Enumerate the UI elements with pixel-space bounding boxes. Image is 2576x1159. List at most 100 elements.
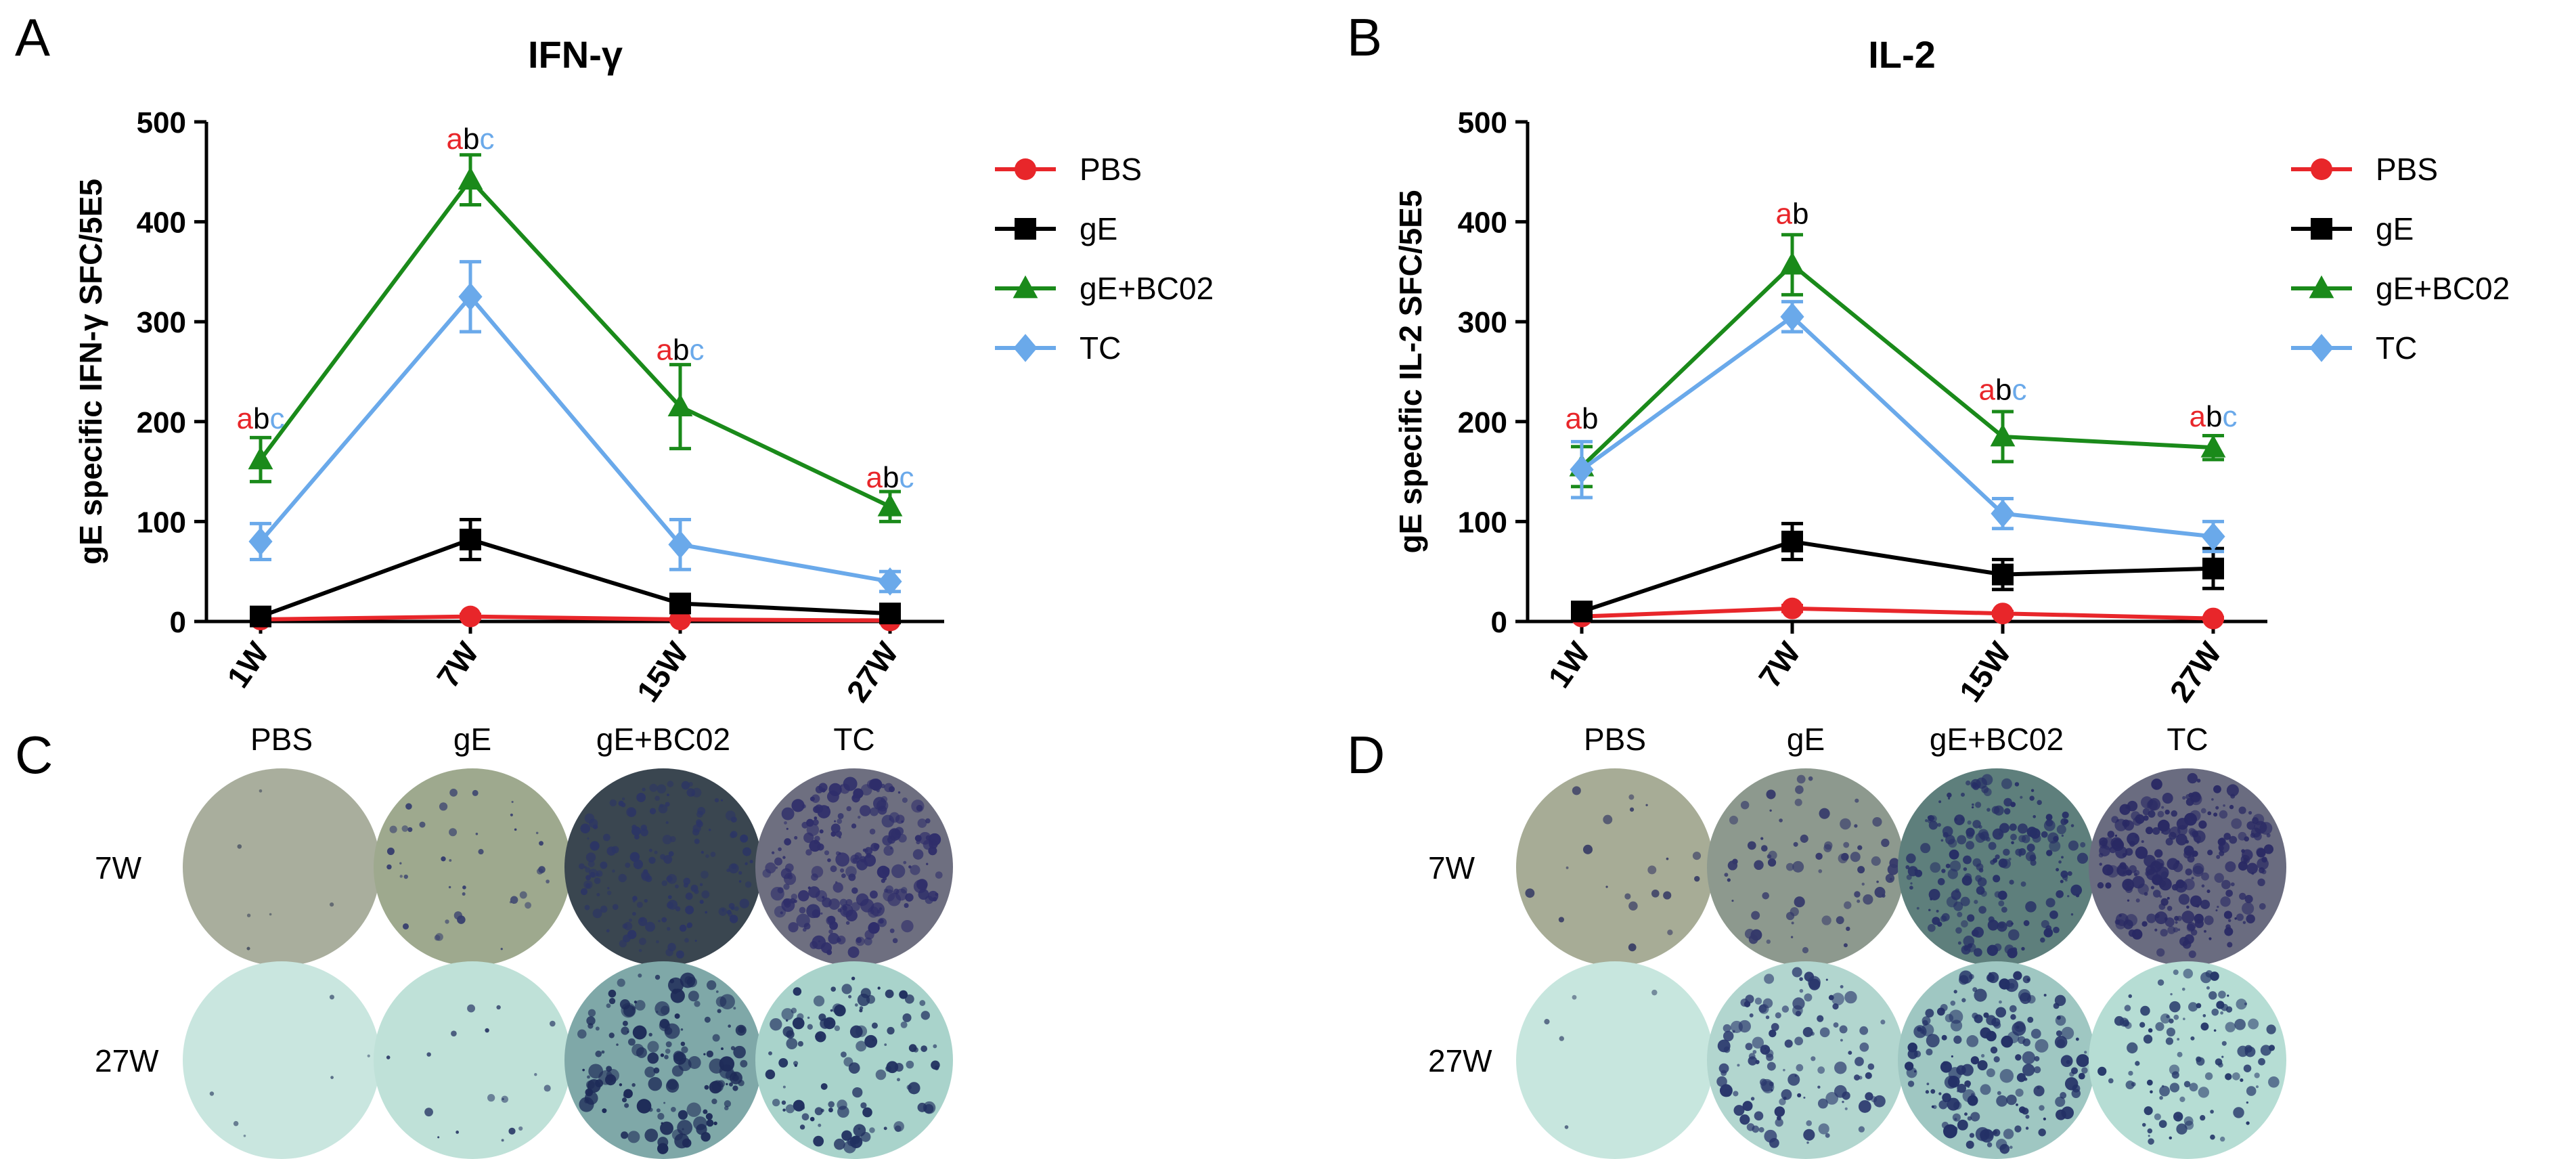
spot bbox=[717, 1009, 721, 1013]
spot bbox=[2148, 1028, 2153, 1033]
spot bbox=[2198, 1087, 2210, 1098]
spot bbox=[2176, 1123, 2188, 1135]
spot bbox=[1974, 988, 1987, 1002]
spot bbox=[619, 940, 627, 948]
spot bbox=[2257, 878, 2265, 887]
spot bbox=[2186, 923, 2195, 932]
spot bbox=[829, 1020, 833, 1024]
series-line bbox=[259, 537, 891, 619]
well-spots bbox=[1525, 786, 1702, 952]
legend-marker bbox=[1013, 275, 1038, 299]
spot bbox=[1779, 1098, 1786, 1106]
spot bbox=[2181, 911, 2195, 923]
spot bbox=[627, 930, 637, 940]
spot bbox=[667, 942, 676, 952]
legend-marker bbox=[1013, 334, 1038, 362]
significance-letter-c: c bbox=[269, 402, 284, 435]
spot bbox=[2248, 811, 2252, 815]
spot bbox=[783, 883, 790, 890]
spot bbox=[884, 783, 893, 793]
spot bbox=[904, 994, 914, 1004]
spot bbox=[579, 863, 585, 870]
spot bbox=[883, 876, 887, 881]
spot bbox=[2056, 825, 2066, 835]
spot bbox=[2220, 896, 2231, 907]
spot bbox=[2196, 1057, 2205, 1066]
spot bbox=[2185, 839, 2190, 844]
spot bbox=[1990, 1046, 1998, 1054]
spot bbox=[914, 835, 922, 842]
spot bbox=[2155, 1022, 2164, 1031]
spot bbox=[1802, 946, 1809, 954]
spot bbox=[1751, 911, 1760, 920]
spot bbox=[699, 900, 704, 904]
spot bbox=[2221, 1055, 2224, 1058]
spot bbox=[1818, 869, 1823, 873]
spot bbox=[1928, 889, 1940, 900]
spot bbox=[908, 1044, 917, 1053]
spot bbox=[2169, 1018, 2174, 1024]
spot bbox=[1803, 1096, 1806, 1099]
spot bbox=[1861, 882, 1865, 886]
spot bbox=[2003, 808, 2011, 815]
spot bbox=[2145, 827, 2154, 835]
spot bbox=[860, 805, 871, 816]
spot bbox=[1525, 888, 1535, 898]
spot bbox=[712, 1034, 720, 1042]
spot bbox=[820, 1108, 824, 1112]
spot bbox=[2196, 840, 2200, 844]
spot bbox=[665, 821, 669, 825]
spot bbox=[812, 819, 819, 826]
spot bbox=[462, 885, 466, 890]
spot bbox=[919, 1000, 926, 1006]
spot bbox=[1838, 853, 1848, 864]
spot bbox=[666, 927, 671, 931]
spot bbox=[1818, 1123, 1829, 1135]
spot bbox=[2124, 1005, 2131, 1011]
data-point bbox=[2200, 434, 2226, 458]
spot bbox=[2027, 994, 2036, 1004]
spot bbox=[1936, 909, 1939, 913]
significance-letter-a: a bbox=[2190, 400, 2206, 433]
spot bbox=[2097, 882, 2104, 889]
spot bbox=[2254, 1072, 2260, 1078]
spot bbox=[1865, 1072, 1872, 1079]
spot bbox=[706, 980, 717, 990]
spot bbox=[2131, 1082, 2136, 1087]
spot bbox=[1842, 1091, 1850, 1100]
spot bbox=[665, 1041, 672, 1048]
spot bbox=[1880, 1020, 1886, 1025]
spot bbox=[1961, 1064, 1974, 1076]
spot bbox=[2146, 1079, 2153, 1086]
spot bbox=[2169, 1136, 2173, 1140]
spot bbox=[2215, 909, 2218, 912]
spot bbox=[1694, 875, 1700, 882]
spot bbox=[246, 913, 251, 917]
spot bbox=[830, 865, 837, 873]
elispot-well bbox=[564, 961, 762, 1159]
spot bbox=[678, 1057, 692, 1072]
spot bbox=[1842, 1100, 1844, 1103]
spot bbox=[733, 1007, 736, 1010]
spot bbox=[1663, 891, 1672, 900]
significance-label: abc bbox=[2190, 400, 2238, 433]
spot bbox=[648, 856, 656, 864]
spot bbox=[1960, 792, 1966, 797]
spot bbox=[623, 1092, 629, 1098]
spot bbox=[882, 835, 893, 846]
significance-letter-a: a bbox=[1565, 402, 1582, 435]
spot bbox=[799, 1105, 805, 1110]
spot bbox=[732, 1085, 738, 1091]
spot bbox=[781, 807, 795, 821]
spot bbox=[587, 837, 590, 840]
legend-marker bbox=[2309, 334, 2334, 362]
spot bbox=[671, 1106, 676, 1112]
elispot-well bbox=[183, 768, 380, 966]
spot bbox=[2244, 836, 2250, 842]
spot bbox=[587, 860, 595, 868]
spot bbox=[1907, 1080, 1915, 1087]
spot bbox=[1854, 1074, 1860, 1081]
significance-letter-b: b bbox=[463, 123, 479, 156]
spot bbox=[1628, 943, 1637, 952]
spot bbox=[1854, 891, 1861, 898]
